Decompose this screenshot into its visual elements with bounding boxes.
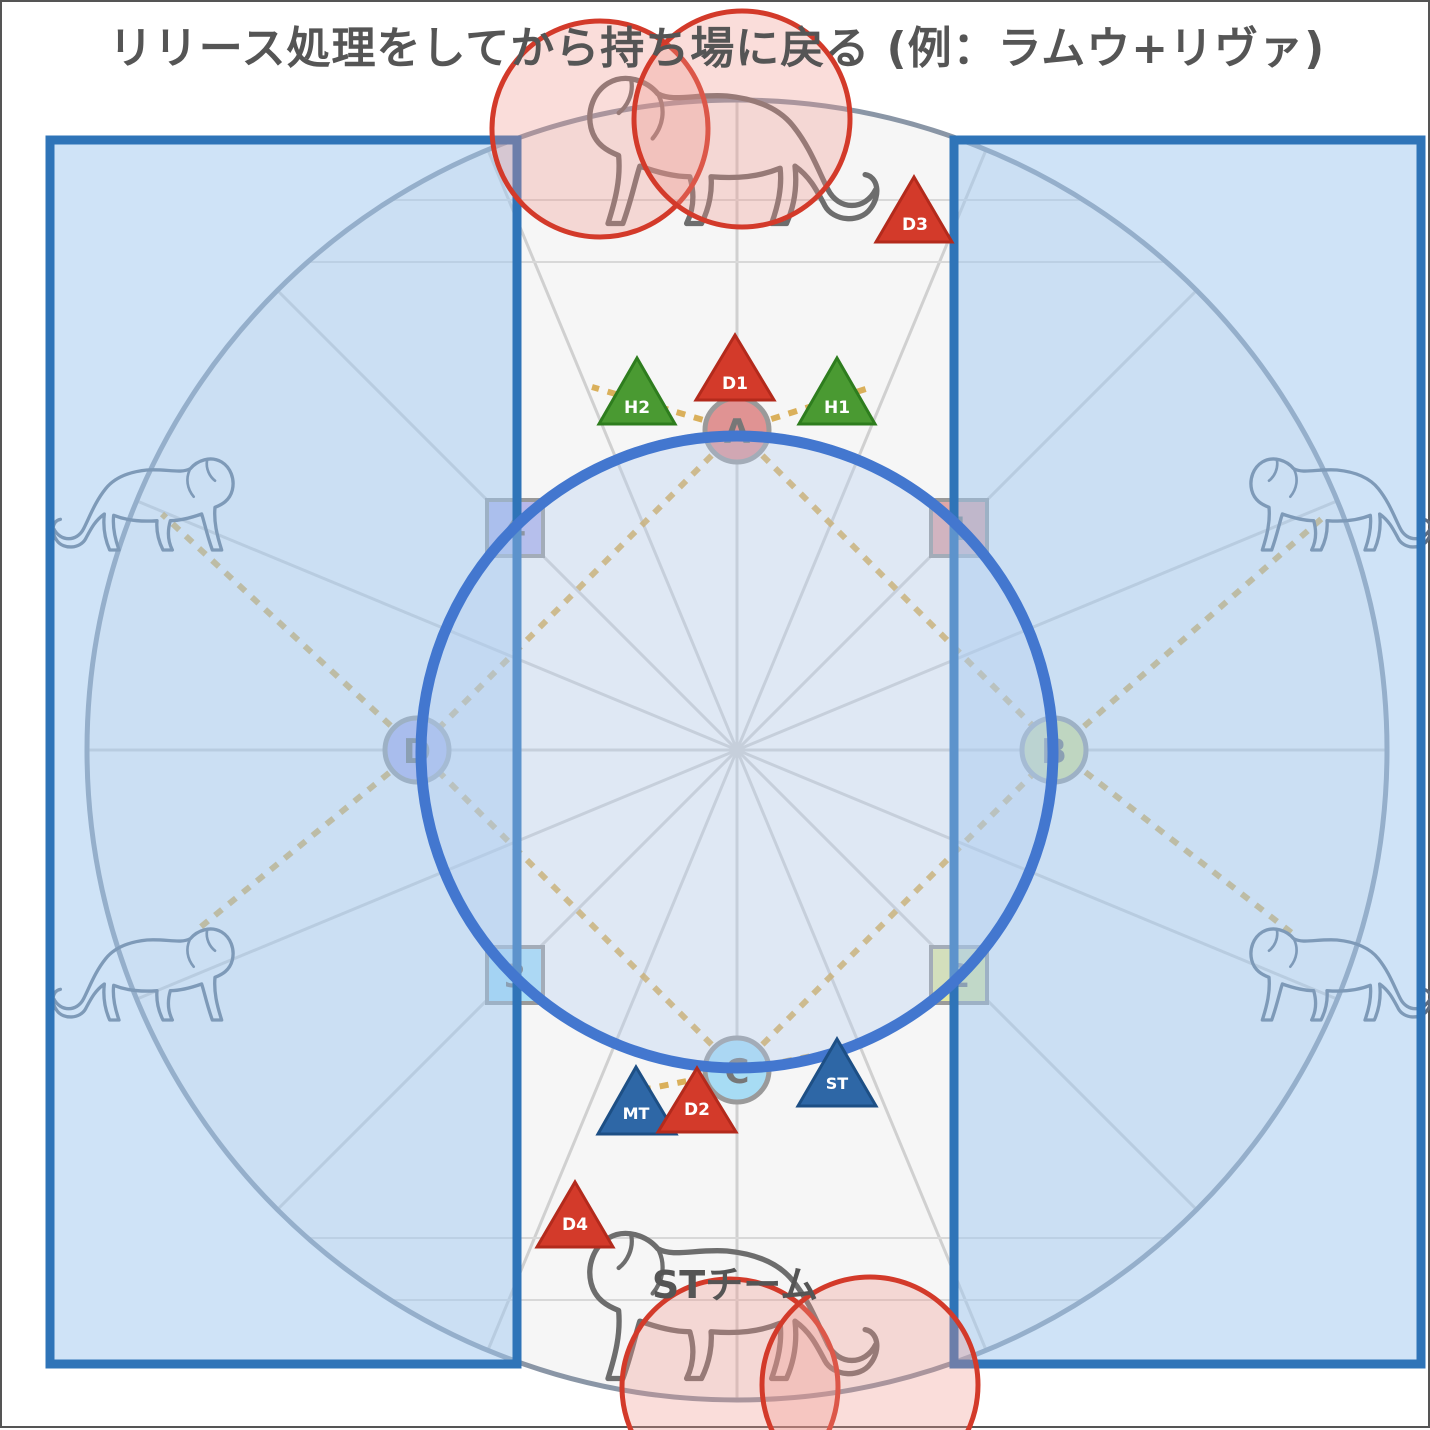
player-st-label: ST (826, 1074, 849, 1093)
team-label: STチーム (652, 1263, 818, 1307)
diagram-title: リリース処理をしてから持ち場に戻る (例：ラムウ+リヴァ) (108, 23, 1326, 74)
safe-zones (45, 135, 1426, 1369)
player-mt-label: MT (623, 1104, 650, 1123)
player-st: ST (795, 1036, 879, 1108)
aoe-circle-icon (759, 1274, 981, 1430)
player-d2: D2 (655, 1065, 739, 1134)
players: H2 D1 H1 D3 MT D2 ST D4 (534, 174, 955, 1249)
player-h1: H1 (796, 354, 878, 426)
center-aoe-circle (415, 430, 1059, 1074)
player-d2-label: D2 (684, 1100, 710, 1120)
aoe-circle-icon (631, 8, 853, 230)
player-d4-label: D4 (562, 1215, 588, 1235)
player-h2: H2 (596, 354, 678, 426)
player-mt: MT (595, 1064, 679, 1136)
aoe-circles (489, 8, 981, 1430)
player-d3-label: D3 (902, 215, 928, 235)
player-d1-label: D1 (722, 374, 748, 394)
player-h1-label: H1 (824, 398, 850, 418)
player-d4: D4 (534, 1179, 616, 1249)
player-d3: D3 (873, 174, 955, 244)
player-d1: D1 (693, 332, 777, 402)
player-h2-label: H2 (624, 398, 650, 418)
safe-zone-left (45, 135, 522, 1369)
safe-zone-right (949, 135, 1426, 1369)
